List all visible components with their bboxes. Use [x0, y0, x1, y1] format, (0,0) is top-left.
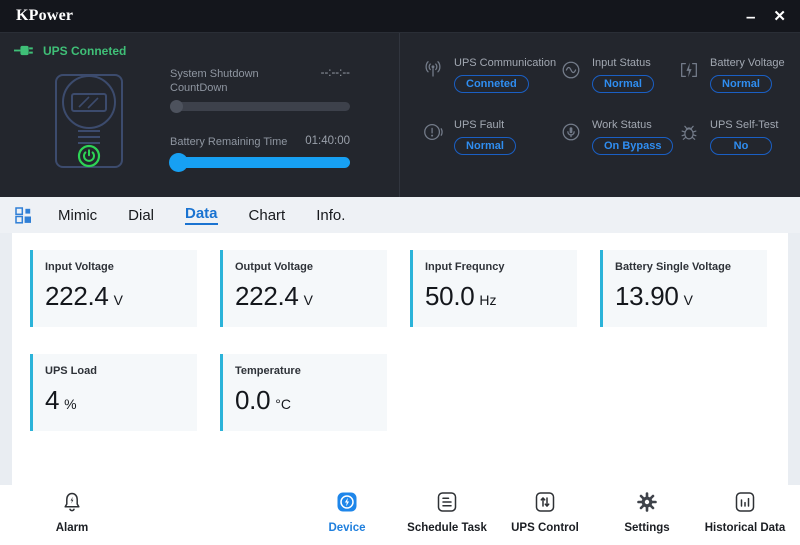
indicator-badge: On Bypass	[592, 137, 674, 155]
indicator-label: UPS Communication	[454, 57, 557, 69]
indicators-grid: UPS Communication Conneted Input Status …	[400, 33, 800, 197]
battery-remaining-label: Battery Remaining Time	[170, 135, 288, 148]
slider-thumb[interactable]	[169, 152, 188, 172]
bottom-toolbar: Alarm Device Schedule Tas	[0, 485, 800, 545]
card-value: 0.0	[235, 385, 271, 415]
indicator-ups-fault: UPS Fault Normal	[422, 119, 560, 155]
fault-alert-icon	[422, 121, 444, 148]
shutdown-countdown-bar[interactable]	[170, 99, 350, 113]
shutdown-countdown-value: --:--:--	[320, 67, 350, 79]
close-button[interactable]: ✕	[773, 7, 786, 25]
indicator-label: UPS Self-Test	[710, 119, 779, 131]
tabbar: Mimic Dial Data Chart Info.	[0, 197, 800, 233]
window-controls: – ✕	[746, 8, 786, 25]
power-button-icon	[77, 144, 101, 168]
indicator-work-status: Work Status On Bypass	[560, 119, 678, 155]
indicator-badge: Normal	[454, 137, 516, 155]
card-input-voltage: Input Voltage 222.4 V	[30, 250, 197, 327]
toolbar-device[interactable]: Device	[292, 490, 402, 534]
window-title: KPower	[16, 7, 74, 24]
indicator-badge: Conneted	[454, 75, 529, 93]
alarm-bell-icon	[60, 490, 84, 519]
tab-chart[interactable]: Chart	[248, 206, 286, 224]
indicator-badge: Normal	[592, 75, 654, 93]
mic-status-icon	[560, 121, 582, 148]
tab-mimic[interactable]: Mimic	[58, 206, 98, 224]
indicator-label: Input Status	[592, 57, 651, 69]
card-unit: V	[683, 292, 693, 308]
toolbar-settings[interactable]: Settings	[592, 490, 702, 534]
card-value: 222.4	[45, 281, 109, 311]
card-unit: %	[64, 396, 77, 412]
card-unit: Hz	[479, 292, 497, 308]
cards-row-2: UPS Load 4% Temperature 0.0 °C	[30, 354, 788, 431]
battery-remaining-value: 01:40:00	[305, 134, 350, 147]
titlebar: KPower – ✕	[0, 0, 800, 32]
toolbar-historical-data[interactable]: Historical Data	[690, 490, 800, 534]
bar-chart-icon	[733, 490, 757, 519]
card-output-voltage: Output Voltage 222.4 V	[220, 250, 387, 327]
card-unit: V	[303, 292, 313, 308]
indicator-badge: Normal	[710, 75, 772, 93]
sliders-icon	[533, 490, 557, 519]
tab-info[interactable]: Info.	[316, 206, 346, 224]
card-unit: V	[113, 292, 123, 308]
card-value: 222.4	[235, 281, 299, 311]
indicator-battery-voltage: Battery Voltage Normal	[678, 57, 790, 93]
ups-summary-panel: UPS Conneted System Shutdown	[0, 33, 400, 197]
indicator-label: Work Status	[592, 119, 652, 131]
indicator-ups-communication: UPS Communication Conneted	[422, 57, 560, 93]
shutdown-countdown-label: System Shutdown CountDown	[170, 68, 259, 95]
toolbar-schedule-task[interactable]: Schedule Task	[392, 490, 502, 534]
schedule-list-icon	[435, 490, 459, 519]
tab-data[interactable]: Data	[185, 205, 218, 225]
battery-charge-icon	[678, 59, 700, 86]
card-value: 13.90	[615, 281, 679, 311]
card-ups-load: UPS Load 4%	[30, 354, 197, 431]
dashboard-grid-icon[interactable]	[15, 206, 32, 224]
battery-remaining: Battery Remaining Time 01:40:00	[170, 135, 350, 149]
device-power-icon	[335, 490, 359, 519]
indicator-label: Battery Voltage	[710, 57, 785, 69]
card-value: 50.0	[425, 281, 475, 311]
card-battery-single-voltage: Battery Single Voltage 13.90 V	[600, 250, 767, 327]
cards-row-1: Input Voltage 222.4 V Output Voltage 222.…	[30, 250, 788, 327]
indicator-label: UPS Fault	[454, 119, 505, 131]
card-unit: °C	[275, 396, 291, 412]
card-temperature: Temperature 0.0 °C	[220, 354, 387, 431]
gear-icon	[635, 490, 659, 519]
indicator-ups-self-test: UPS Self-Test No	[678, 119, 790, 155]
ups-device-graphic	[55, 74, 123, 168]
toolbar-alarm[interactable]: Alarm	[17, 490, 127, 534]
status-panel: UPS Conneted System Shutdown	[0, 32, 800, 197]
data-panel: Input Voltage 222.4 V Output Voltage 222.…	[12, 233, 788, 485]
slider-thumb[interactable]	[170, 99, 183, 113]
indicator-badge: No	[710, 137, 772, 155]
battery-remaining-bar[interactable]	[169, 152, 350, 172]
card-input-frequency: Input Frequncy 50.0 Hz	[410, 250, 577, 327]
card-value: 4	[45, 385, 60, 415]
indicator-input-status: Input Status Normal	[560, 57, 678, 93]
bug-icon	[678, 121, 700, 148]
toolbar-ups-control[interactable]: UPS Control	[490, 490, 600, 534]
tab-dial[interactable]: Dial	[128, 206, 154, 224]
plug-icon	[14, 43, 36, 58]
connection-status-label: UPS Conneted	[43, 43, 127, 58]
ac-wave-icon	[560, 59, 582, 86]
content-area: Input Voltage 222.4 V Output Voltage 222.…	[0, 233, 800, 485]
meters: System Shutdown CountDown --:--:-- Batte…	[169, 67, 350, 172]
shutdown-countdown: System Shutdown CountDown --:--:--	[170, 67, 350, 96]
minimize-button[interactable]: –	[745, 6, 756, 26]
antenna-icon	[422, 59, 444, 86]
connection-status: UPS Conneted	[0, 33, 399, 58]
